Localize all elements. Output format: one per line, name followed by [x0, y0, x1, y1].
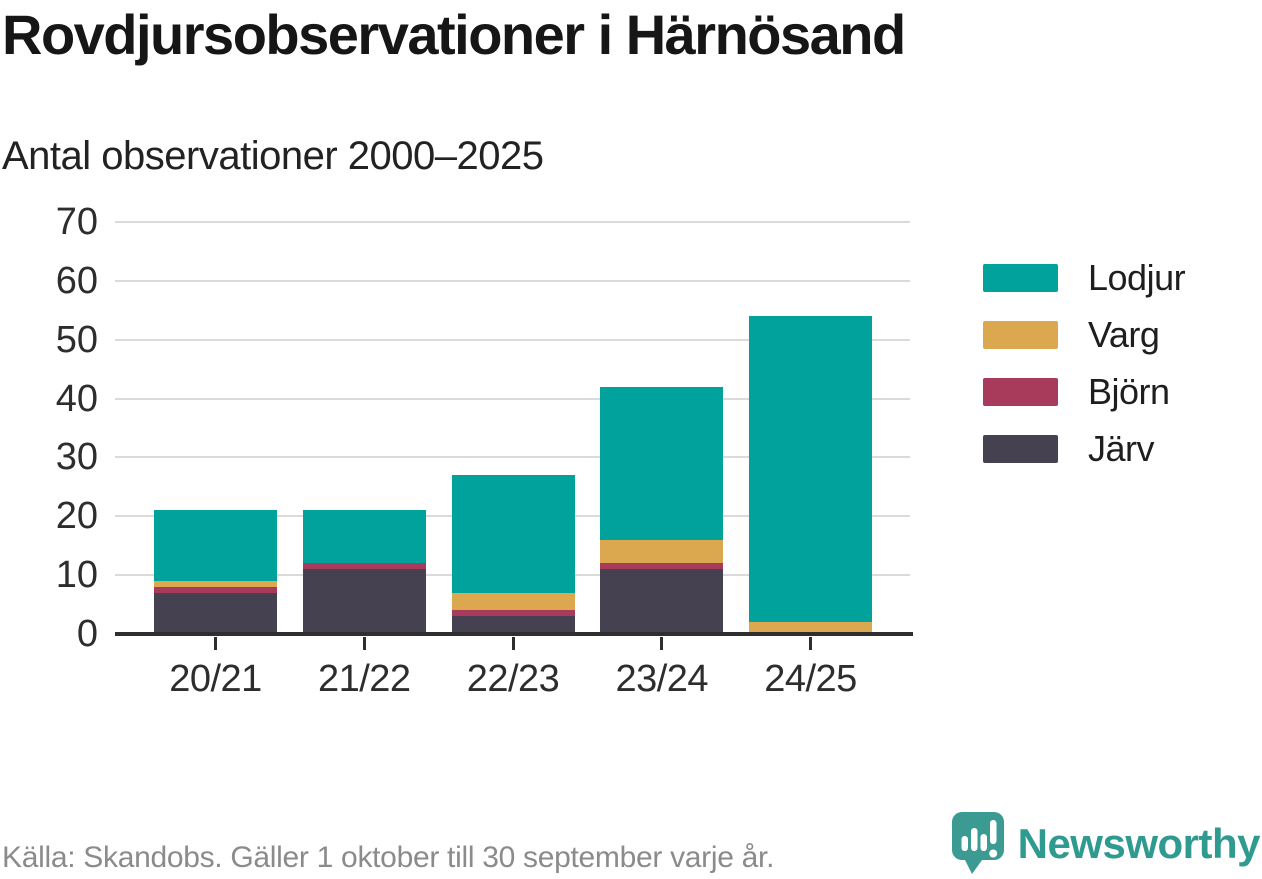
bar-23-24	[600, 222, 724, 634]
x-axis-line	[115, 632, 913, 636]
x-tick-22-23	[511, 637, 515, 650]
gridline-40	[115, 397, 910, 400]
legend-label-bjorn: Björn	[1088, 371, 1170, 412]
legend-swatch-bjorn	[983, 378, 1058, 406]
bar-21-22	[302, 222, 426, 634]
segment-bjorn-21-22	[302, 563, 426, 570]
gridline-50	[115, 338, 910, 341]
x-tick-label-24-25: 24/25	[764, 658, 857, 700]
chart-subtitle: Antal observationer 2000–2025	[2, 134, 544, 178]
y-tick-label-20: 20	[55, 495, 98, 538]
legend-item-jarv: Järv	[983, 427, 1185, 471]
legend: Lodjur Varg Björn Järv	[983, 256, 1186, 484]
legend-swatch-jarv	[983, 435, 1058, 463]
y-tick-label-0: 0	[76, 613, 98, 655]
y-tick-label-50: 50	[55, 318, 98, 361]
newsworthy-wordmark: Newsworthy	[1017, 820, 1261, 867]
gridline-60	[115, 279, 910, 282]
x-tick-23-24	[660, 637, 664, 650]
segment-lodjur-22-23	[451, 475, 575, 593]
y-tick-label-30: 30	[55, 436, 98, 479]
x-tick-21-22	[362, 637, 366, 650]
segment-bjorn-20-21	[154, 586, 277, 593]
segment-bjorn-23-24	[600, 563, 724, 570]
segment-bjorn-22-23	[451, 610, 575, 617]
x-tick-label-23-24: 23/24	[615, 658, 709, 700]
segment-lodjur-24-25	[749, 316, 872, 623]
gridline-70	[115, 221, 910, 223]
legend-label-varg: Varg	[1088, 314, 1160, 355]
segment-varg-23-24	[600, 539, 724, 564]
segment-lodjur-21-22	[302, 510, 426, 564]
segment-lodjur-20-21	[154, 510, 277, 582]
segment-jarv-23-24	[600, 569, 724, 634]
y-tick-label-70: 70	[55, 201, 98, 243]
bar-24-25	[749, 222, 872, 634]
legend-swatch-lodjur	[983, 264, 1058, 292]
segment-varg-20-21	[154, 581, 277, 587]
segment-varg-22-23	[451, 592, 575, 611]
plot-area: 20/21 21/22 22/23 23/24 24/25	[115, 221, 913, 700]
y-tick-label-40: 40	[55, 377, 98, 420]
source-note: Källa: Skandobs. Gäller 1 oktober till 3…	[2, 841, 775, 874]
legend-item-varg: Varg	[983, 313, 1185, 357]
bar-20-21	[154, 222, 277, 634]
segment-varg-24-25	[749, 622, 872, 634]
y-tick-label-60: 60	[55, 259, 98, 302]
gridline-30	[115, 456, 910, 459]
x-tick-24-25	[809, 637, 812, 650]
chart-title: Rovdjursobservationer i Härnösand	[2, 3, 906, 66]
legend-label-jarv: Järv	[1088, 428, 1155, 469]
x-tick-20-21	[214, 637, 217, 650]
segment-jarv-21-22	[302, 569, 426, 634]
newsworthy-logo-icon	[951, 812, 1004, 874]
segment-jarv-20-21	[154, 592, 277, 634]
legend-swatch-varg	[983, 321, 1058, 349]
y-tick-label-10: 10	[55, 554, 98, 597]
x-tick-label-22-23: 22/23	[466, 658, 560, 700]
newsworthy-brand: Newsworthy	[951, 812, 1261, 876]
legend-item-lodjur: Lodjur	[983, 256, 1186, 300]
segment-lodjur-23-24	[600, 386, 724, 540]
x-tick-label-20-21: 20/21	[169, 658, 262, 700]
legend-item-bjorn: Björn	[983, 370, 1185, 414]
x-tick-label-21-22: 21/22	[317, 658, 411, 700]
legend-label-lodjur: Lodjur	[1088, 257, 1186, 298]
segment-jarv-22-23	[451, 616, 575, 634]
bar-22-23	[451, 222, 575, 634]
